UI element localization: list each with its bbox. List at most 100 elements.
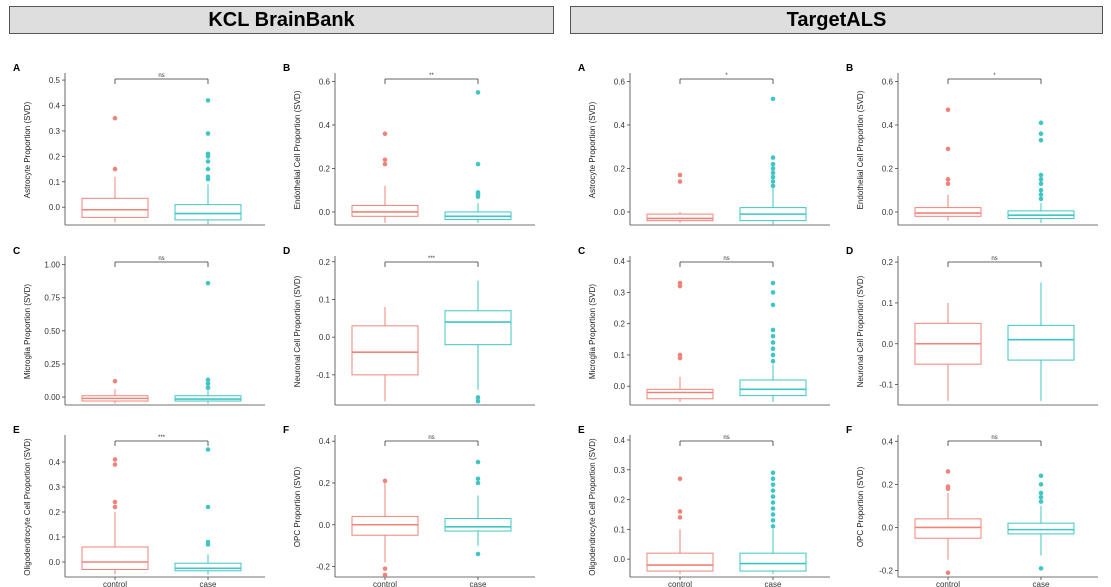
y-tick-label: 0.0	[49, 203, 61, 212]
y-tick-label: 0.4	[319, 437, 331, 446]
significance-label: ns	[723, 256, 729, 262]
panel-letter: D	[283, 246, 290, 257]
outlier-point	[677, 179, 683, 184]
y-axis-label: OPC Proportion (SVD)	[293, 466, 302, 547]
outlier-point	[770, 518, 776, 523]
outlier-point	[1038, 495, 1044, 500]
box-case	[444, 459, 512, 557]
outlier-point	[770, 179, 776, 184]
outlier-point	[770, 155, 776, 160]
outlier-point	[382, 572, 388, 578]
panel-letter: C	[578, 246, 585, 257]
y-tick-label: 0.6	[614, 78, 626, 87]
outlier-point	[112, 378, 118, 384]
y-tick-label: 0.4	[49, 458, 61, 467]
outlier-point	[1038, 566, 1044, 571]
y-tick-label: 0.75	[44, 294, 60, 303]
outlier-point	[382, 131, 388, 136]
y-tick-label: 0.4	[614, 436, 626, 445]
outlier-point	[945, 177, 951, 182]
y-tick-label: 0.2	[319, 479, 331, 488]
outlier-point	[770, 280, 776, 286]
x-tick-label: control	[103, 580, 127, 587]
outlier-point	[945, 146, 951, 152]
significance-label: *	[725, 73, 728, 79]
outlier-point	[770, 166, 776, 171]
y-tick-label: 0.2	[319, 164, 331, 173]
x-tick-label: control	[373, 580, 397, 587]
y-tick-label: 0.0	[882, 523, 894, 532]
outlier-point	[205, 381, 211, 387]
panel-targetals-c: C Microglia Proportion (SVD) 0.0 0.1 0.2 0.3 0…	[578, 246, 830, 406]
outlier-point	[475, 480, 481, 486]
outlier-point	[1038, 187, 1044, 193]
outlier-point	[945, 570, 951, 575]
y-tick-label: 0.1	[319, 295, 331, 304]
box-iqr	[646, 388, 714, 400]
outlier-point	[382, 157, 388, 163]
y-axis-label: Microglia Proportion (SVD)	[23, 284, 32, 379]
outlier-point	[770, 512, 776, 517]
panel-letter: E	[13, 425, 20, 436]
box-iqr	[81, 546, 149, 570]
y-tick-label: 0.2	[614, 320, 626, 329]
box-control	[81, 115, 149, 223]
outlier-point	[1038, 131, 1044, 136]
box-control	[351, 131, 419, 223]
outlier-point	[945, 469, 951, 474]
outlier-point	[205, 377, 211, 383]
outlier-point	[770, 161, 776, 167]
panel-letter: E	[578, 425, 585, 436]
outlier-point	[205, 504, 211, 510]
y-tick-label: 0.2	[882, 164, 894, 173]
box-case	[1007, 120, 1075, 223]
y-axis-label: Astrocyte Proportion (SVD)	[23, 101, 32, 198]
panel-letter: A	[578, 63, 585, 74]
box-control	[646, 476, 714, 575]
box-iqr	[1007, 522, 1075, 535]
box-case	[739, 280, 807, 402]
box-iqr	[351, 515, 419, 536]
y-axis-label: Endothelial Cell Proportion (SVD)	[856, 90, 865, 209]
significance-label: ns	[428, 435, 434, 441]
y-tick-label: 0.0	[49, 558, 61, 567]
box-iqr	[174, 562, 242, 572]
y-axis-label: Oligodendrocyte Cell Proportion (SVD)	[23, 438, 32, 576]
y-tick-label: -0.1	[316, 371, 330, 380]
box-control	[914, 302, 982, 401]
outlier-point	[1038, 137, 1044, 143]
outlier-point	[205, 174, 211, 179]
y-tick-label: 0.4	[49, 102, 61, 111]
box-iqr	[739, 379, 807, 397]
y-tick-label: -0.1	[879, 381, 893, 390]
significance-label: ***	[158, 435, 166, 441]
x-tick-label: case	[1033, 580, 1050, 587]
x-tick-label: control	[668, 580, 692, 587]
y-tick-label: 0.1	[49, 178, 61, 187]
y-tick-label: 0.0	[882, 340, 894, 349]
y-tick-label: 0.2	[319, 258, 331, 267]
box-iqr	[444, 310, 512, 346]
outlier-point	[1038, 499, 1044, 504]
header-targetals: TargetALS	[570, 6, 1103, 34]
outlier-point	[112, 115, 118, 121]
x-tick-label: control	[936, 580, 960, 587]
outlier-point	[112, 504, 118, 510]
outlier-point	[205, 131, 211, 136]
outlier-point	[770, 524, 776, 529]
box-case	[739, 470, 807, 575]
x-tick-label: case	[765, 580, 782, 587]
y-tick-label: 0.2	[614, 496, 626, 505]
outlier-point	[205, 539, 211, 545]
panel-letter: B	[283, 63, 290, 74]
outlier-point	[945, 484, 951, 489]
y-tick-label: 0.5	[49, 76, 61, 85]
box-case	[1007, 473, 1075, 571]
significance-label: **	[429, 73, 434, 79]
y-tick-label: 0.1	[614, 525, 626, 534]
y-tick-label: 0.2	[49, 508, 61, 517]
y-tick-label: 0.3	[614, 466, 626, 475]
outlier-point	[677, 509, 683, 514]
y-tick-label: 0.0	[614, 555, 626, 564]
